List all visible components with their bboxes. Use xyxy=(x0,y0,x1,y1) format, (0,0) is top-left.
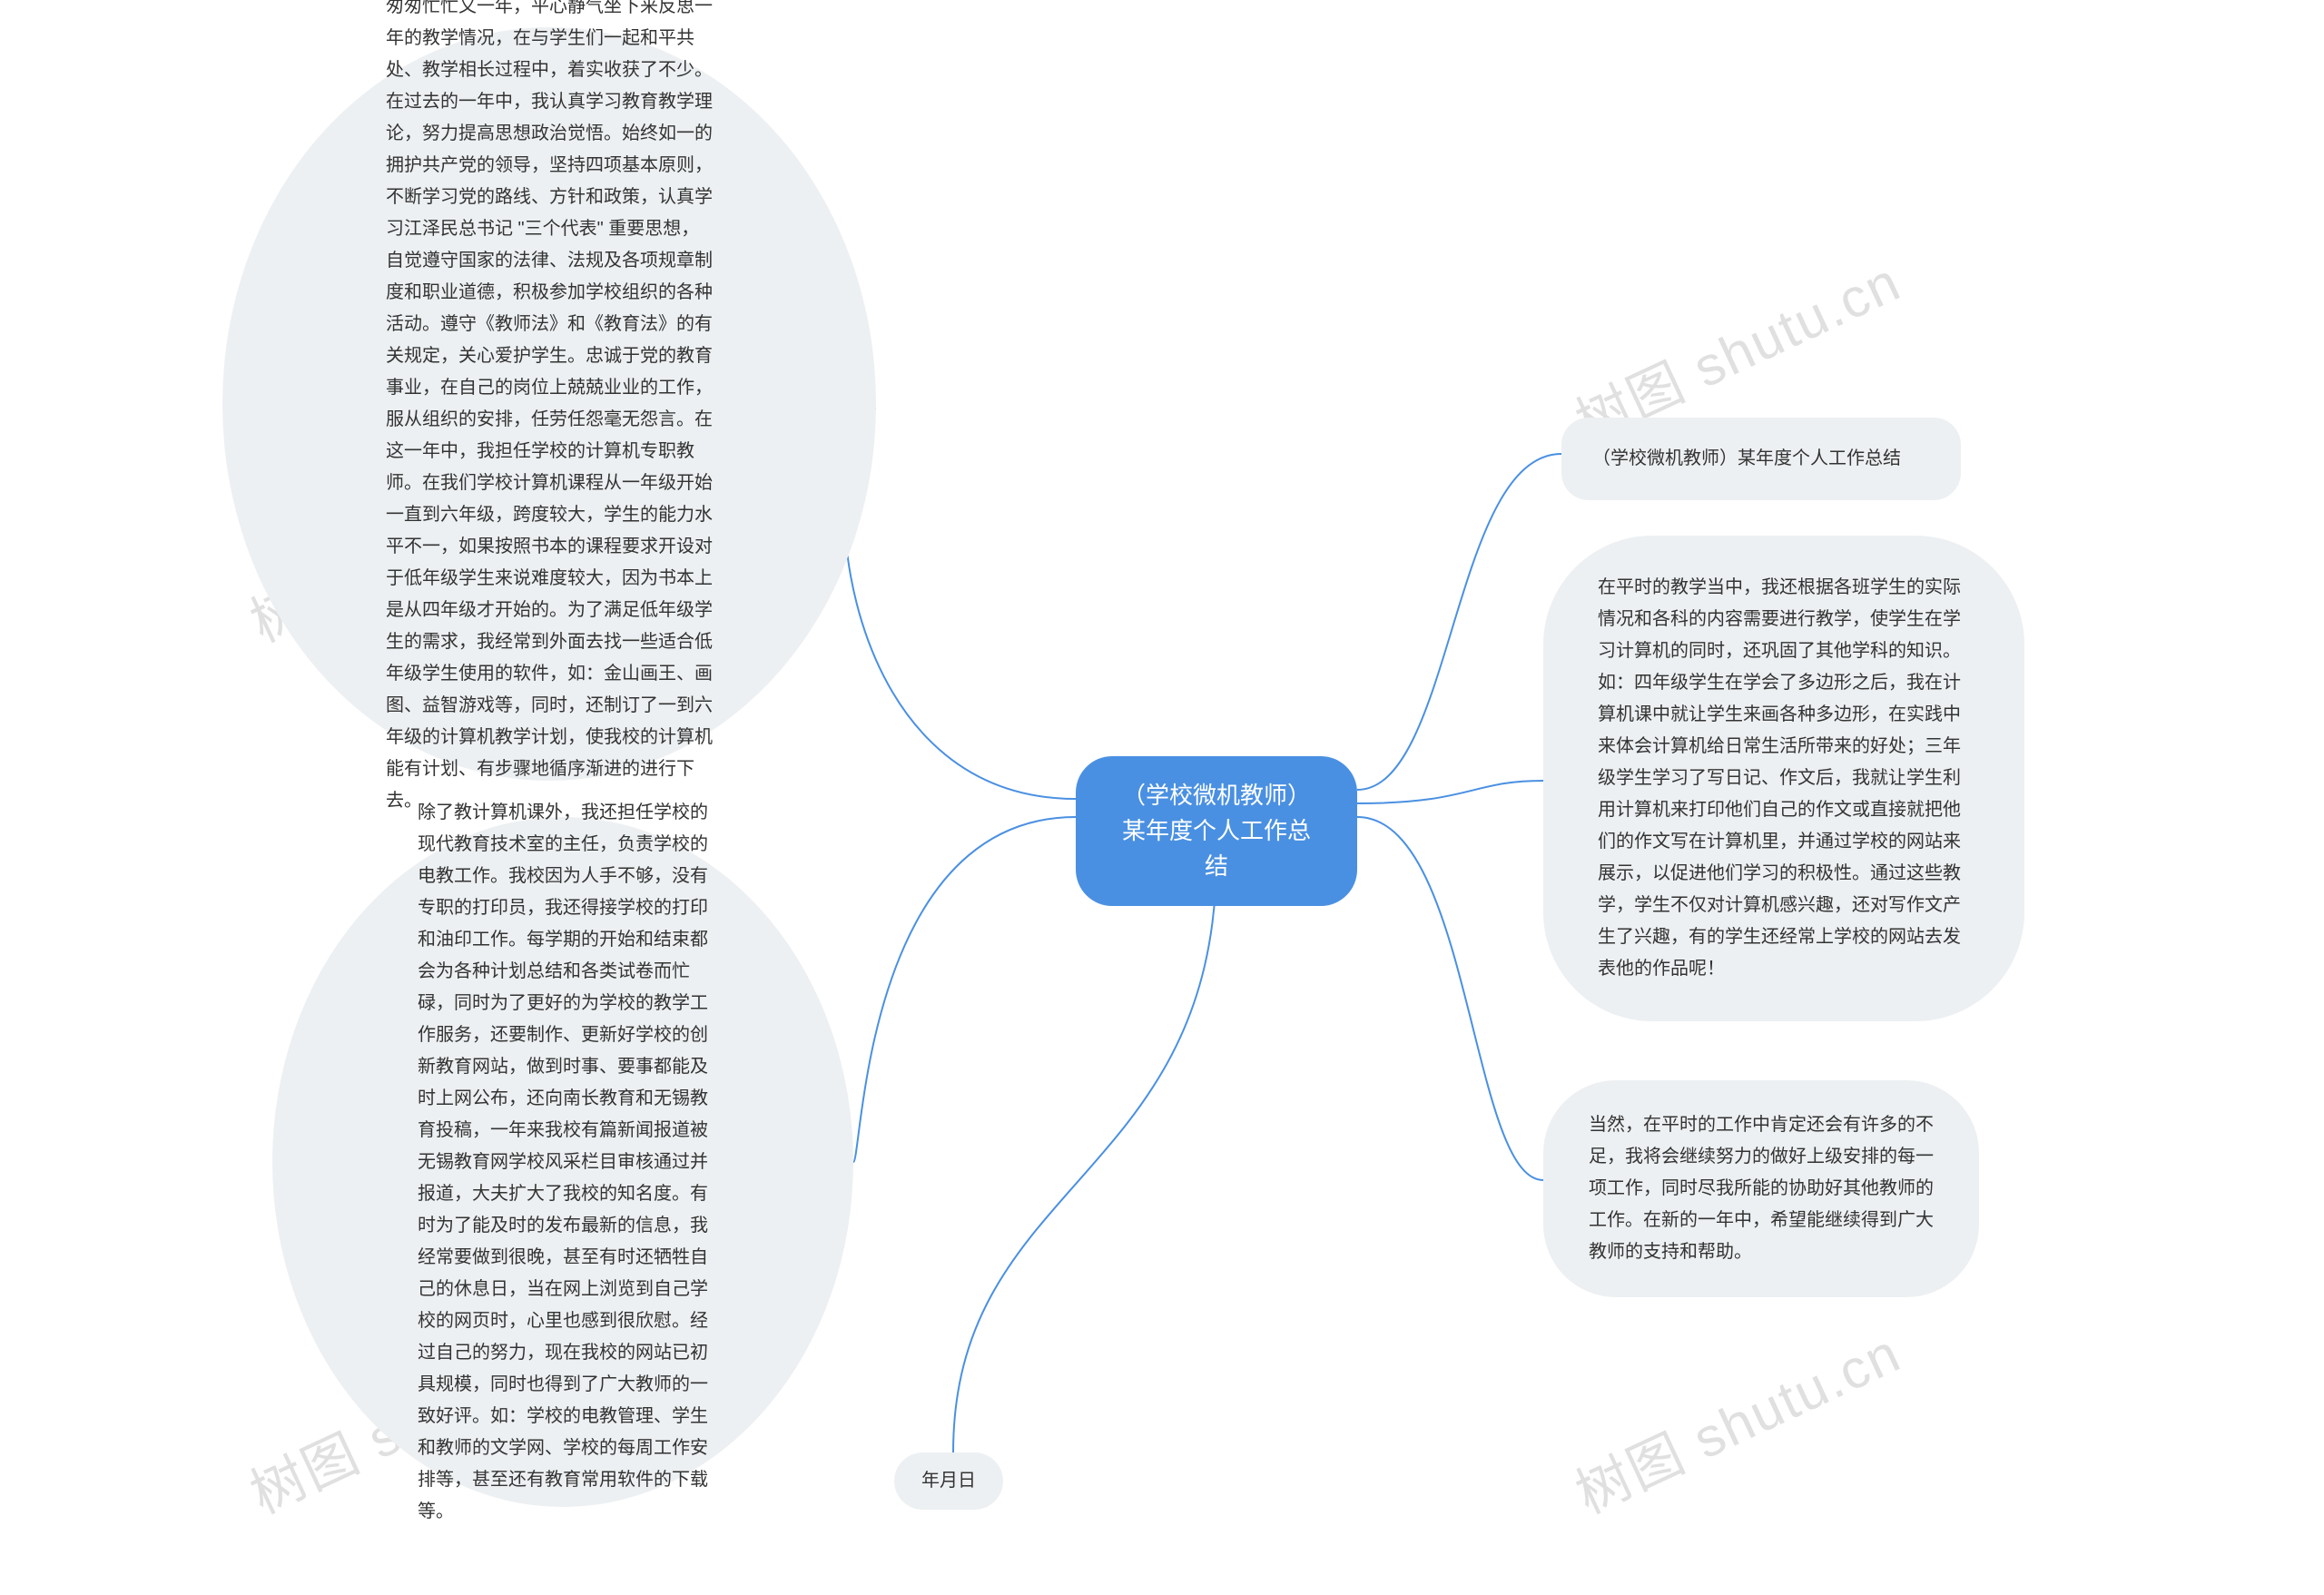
edge-center-to-right-mid xyxy=(1357,781,1543,803)
branch-closing-remarks-text: 当然，在平时的工作中肯定还会有许多的不足，我将会继续努力的做好上级安排的每一项工… xyxy=(1589,1109,1934,1268)
center-topic[interactable]: （学校微机教师）某年度个人工作总结 xyxy=(1076,756,1357,906)
edge-center-to-right-title xyxy=(1357,454,1561,790)
branch-study-and-teaching[interactable]: 匆匆忙忙又一年，平心静气坐下来反思一年的教学情况，在与学生们一起和平共处、教学相… xyxy=(222,27,876,781)
branch-title-repeat[interactable]: （学校微机教师）某年度个人工作总结 xyxy=(1561,418,1961,500)
edge-center-to-left-top xyxy=(844,409,1076,799)
branch-date[interactable]: 年月日 xyxy=(894,1452,1003,1510)
branch-closing-remarks[interactable]: 当然，在平时的工作中肯定还会有许多的不足，我将会继续努力的做好上级安排的每一项工… xyxy=(1543,1080,1979,1297)
watermark: 树图 shutu.cn xyxy=(1561,1310,1912,1530)
branch-edtech-duties-text: 除了教计算机课外，我还担任学校的现代教育技术室的主任，负责学校的电教工作。我校因… xyxy=(418,797,708,1528)
branch-study-and-teaching-text: 匆匆忙忙又一年，平心静气坐下来反思一年的教学情况，在与学生们一起和平共处、教学相… xyxy=(386,0,713,817)
edge-center-to-right-bottom xyxy=(1357,817,1543,1180)
edge-center-to-date xyxy=(953,856,1216,1452)
branch-cross-subject-teaching[interactable]: 在平时的教学当中，我还根据各班学生的实际情况和各科的内容需要进行教学，使学生在学… xyxy=(1543,536,2024,1021)
branch-cross-subject-teaching-text: 在平时的教学当中，我还根据各班学生的实际情况和各科的内容需要进行教学，使学生在学… xyxy=(1598,572,1970,985)
edge-center-to-left-bottom xyxy=(853,817,1076,1162)
branch-edtech-duties[interactable]: 除了教计算机课外，我还担任学校的现代教育技术室的主任，负责学校的电教工作。我校因… xyxy=(272,817,853,1507)
